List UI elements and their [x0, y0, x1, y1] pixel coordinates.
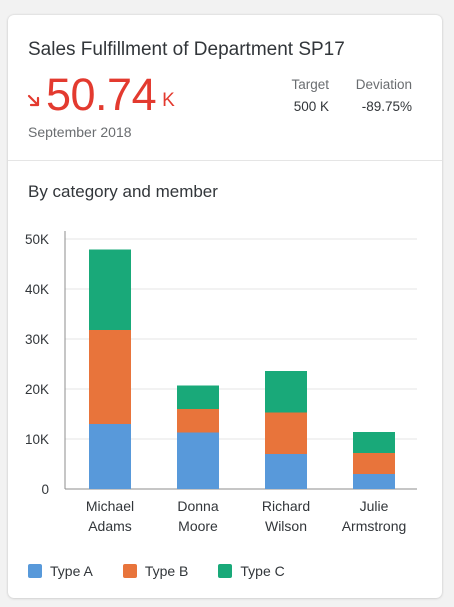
bar-type-b [177, 409, 219, 433]
deviation-block: Deviation -89.75% [356, 77, 412, 114]
kpi-scale: K [162, 90, 175, 111]
card-title: Sales Fulfillment of Department SP17 [28, 39, 345, 60]
x-tick-label: Adams [88, 518, 132, 534]
deviation-label: Deviation [355, 77, 412, 92]
bar-type-c [177, 385, 219, 409]
legend-item[interactable]: Type A [28, 563, 93, 579]
legend-label: Type C [240, 563, 285, 579]
kpi-period: September 2018 [28, 124, 132, 140]
bar-type-a [353, 474, 395, 489]
legend-swatch [218, 564, 233, 578]
x-tick-label: Moore [178, 518, 218, 534]
legend-label: Type A [50, 563, 93, 579]
bar-type-c [89, 249, 131, 330]
x-tick-label: Donna [177, 498, 218, 514]
bar-type-b [265, 412, 307, 454]
kpi-value: 50.74 [46, 69, 157, 120]
bar-type-c [265, 371, 307, 413]
x-tick-label: Michael [86, 498, 134, 514]
x-tick-label: Wilson [265, 518, 307, 534]
bar-type-a [265, 454, 307, 489]
bar-type-a [177, 432, 219, 489]
bar-type-b [353, 453, 395, 474]
y-tick-label: 40K [25, 282, 49, 297]
x-tick-label: Richard [262, 498, 310, 514]
kpi-card[interactable]: Sales Fulfillment of Department SP17 50.… [8, 15, 442, 598]
y-tick-label: 0 [41, 482, 49, 497]
legend-swatch [28, 564, 42, 578]
y-tick-label: 10K [25, 432, 49, 447]
kpi-main-value: 50.74 K [26, 69, 175, 121]
x-tick-label: Julie [360, 498, 389, 514]
stacked-bar-chart: 0 10K 20K 30K 40K 50K Michael Adams Donna Moore Ri… [25, 231, 417, 534]
y-tick-label: 20K [25, 382, 49, 397]
down-arrow-icon [27, 94, 40, 107]
target-label: Target [291, 77, 329, 92]
deviation-value: -89.75% [361, 99, 412, 114]
legend-label: Type B [144, 563, 189, 579]
card-header[interactable]: Sales Fulfillment of Department SP17 50.… [8, 15, 442, 161]
chart-title: By category and member [28, 182, 218, 201]
legend-item[interactable]: Type C [218, 563, 285, 579]
x-tick-label: Armstrong [342, 518, 407, 534]
target-value: 500 K [293, 99, 329, 114]
y-tick-label: 50K [25, 232, 49, 247]
legend-item[interactable]: Type B [122, 563, 189, 579]
target-block: Target 500 K [291, 77, 329, 114]
legend-swatch [122, 564, 137, 578]
bar-type-b [89, 330, 131, 424]
chart-legend: Type A Type B Type C [28, 563, 315, 579]
y-tick-label: 30K [25, 332, 49, 347]
bar-type-a [89, 424, 131, 489]
bar-type-c [353, 432, 395, 453]
